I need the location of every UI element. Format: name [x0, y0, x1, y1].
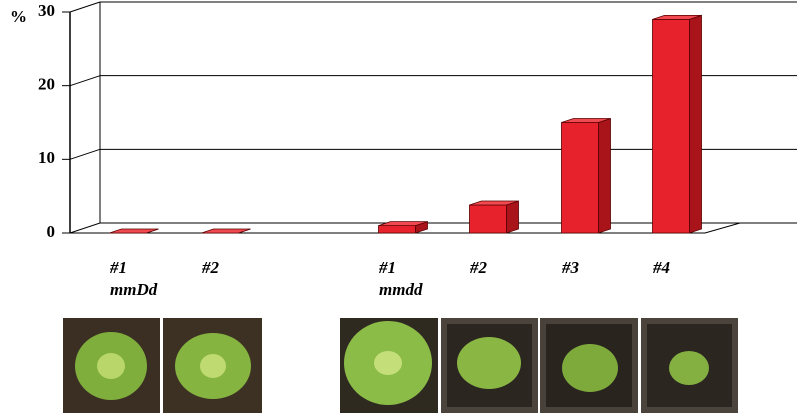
- y-axis-label: %: [10, 7, 27, 26]
- bar-side: [689, 14, 702, 234]
- x-tick-label: #2: [469, 258, 488, 277]
- bar: [561, 117, 611, 234]
- bar: [469, 200, 519, 234]
- x-tick-label: #2: [201, 258, 220, 277]
- bar-top: [201, 228, 251, 234]
- bar-front: [652, 18, 690, 234]
- bar: [201, 228, 251, 234]
- y-tick-label: 0: [47, 222, 56, 241]
- bar-top: [652, 14, 702, 20]
- bar: [652, 14, 702, 234]
- bar-top: [378, 221, 428, 227]
- y-tick-label: 20: [38, 75, 55, 94]
- bar-front: [378, 225, 416, 234]
- bar-top: [109, 228, 159, 234]
- bar-front: [469, 204, 507, 234]
- x-tick-label: #3: [561, 258, 580, 277]
- grid-diagonal: [69, 1, 101, 13]
- y-tick-label: 10: [38, 148, 55, 167]
- plant-photos: [63, 318, 738, 413]
- x-tick-label: #1: [109, 258, 127, 277]
- bar-top: [561, 118, 611, 123]
- bar: [378, 221, 428, 234]
- group-label: mmDd: [110, 280, 158, 299]
- bar-front: [561, 122, 599, 234]
- x-tick-label: #1: [378, 258, 396, 277]
- bar-side: [506, 200, 519, 234]
- bar: [109, 228, 159, 234]
- bar-side: [598, 117, 611, 234]
- grid-diagonal: [69, 148, 101, 160]
- group-label: mmdd: [379, 280, 423, 299]
- x-tick-label: #4: [652, 258, 670, 277]
- grid-diagonal: [69, 75, 101, 87]
- bar-top: [469, 200, 519, 206]
- y-tick-label: 30: [38, 1, 55, 20]
